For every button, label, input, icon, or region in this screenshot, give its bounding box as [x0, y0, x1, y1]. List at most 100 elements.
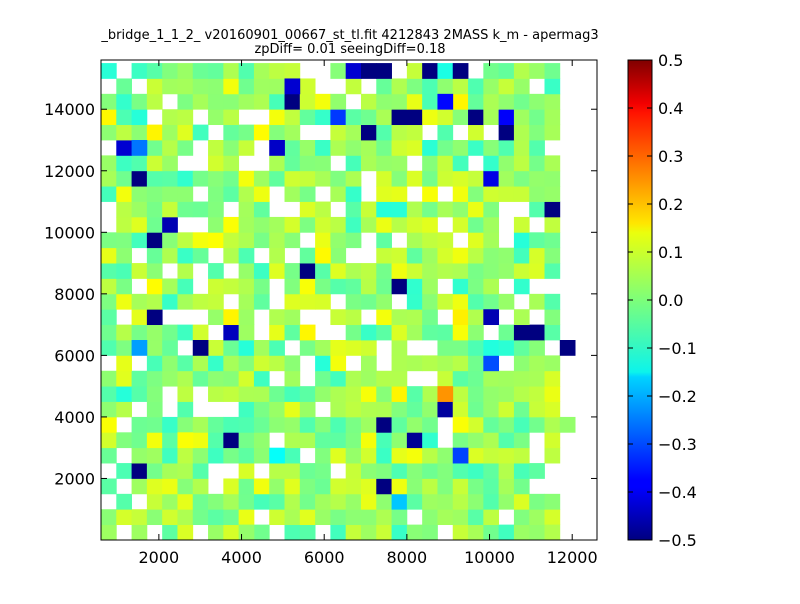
heatmap-cell	[146, 186, 163, 202]
heatmap-cell	[483, 216, 500, 233]
heatmap-cell	[192, 293, 209, 310]
heatmap-cell	[116, 78, 132, 95]
heatmap-cell	[452, 78, 469, 95]
heatmap-cell	[376, 232, 392, 249]
heatmap-cell	[101, 401, 117, 418]
heatmap-cell	[101, 232, 117, 249]
heatmap-cell	[238, 93, 255, 110]
heatmap-cell	[177, 293, 194, 310]
heatmap-cell	[437, 355, 454, 372]
heatmap-cell	[391, 324, 408, 341]
heatmap-cell	[483, 232, 500, 249]
heatmap-cell	[437, 293, 454, 310]
heatmap-cell	[498, 186, 515, 202]
heatmap-cell	[162, 170, 178, 187]
heatmap-cell	[345, 155, 362, 172]
heatmap-cell	[437, 401, 454, 418]
heatmap-cell	[360, 293, 377, 310]
heatmap-cell	[498, 324, 515, 341]
heatmap-cell	[468, 524, 484, 541]
heatmap-cell	[422, 463, 438, 479]
heatmap-cell	[146, 416, 163, 433]
heatmap-cell	[529, 509, 545, 526]
heatmap-cell	[360, 109, 377, 126]
heatmap-cell	[116, 493, 132, 510]
heatmap-cell	[299, 463, 316, 479]
heatmap-cell	[208, 386, 224, 402]
heatmap-cell	[208, 186, 224, 202]
heatmap-cell	[131, 386, 148, 402]
heatmap-cell	[177, 478, 194, 495]
heatmap-cell	[513, 509, 530, 526]
heatmap-cell	[223, 124, 240, 141]
heatmap-cell	[238, 432, 255, 449]
heatmap-cell	[315, 232, 331, 249]
heatmap-cell	[360, 340, 377, 356]
heatmap-cell	[406, 355, 423, 372]
heatmap-cell	[376, 432, 392, 449]
heatmap-cell	[376, 463, 392, 479]
heatmap-cell	[544, 401, 561, 418]
heatmap-cell	[468, 493, 484, 510]
heatmap-cell	[101, 263, 117, 279]
heatmap-cell	[483, 493, 500, 510]
heatmap-cell	[406, 416, 423, 433]
heatmap-cell	[131, 186, 148, 202]
heatmap-cell	[483, 509, 500, 526]
heatmap-cell	[162, 78, 178, 95]
heatmap-cell	[162, 524, 178, 541]
heatmap-cell	[452, 401, 469, 418]
heatmap-cell	[406, 109, 423, 126]
heatmap-cell	[223, 186, 240, 202]
heatmap-cell	[544, 509, 561, 526]
heatmap-cell	[269, 247, 285, 264]
heatmap-cell	[315, 340, 331, 356]
heatmap-cell	[162, 216, 178, 233]
heatmap-cell	[284, 140, 301, 156]
heatmap-cell	[299, 493, 316, 510]
heatmap-cell	[146, 263, 163, 279]
heatmap-cell	[116, 201, 132, 218]
heatmap-cell	[238, 509, 255, 526]
heatmap-cell	[131, 509, 148, 526]
heatmap-cell	[315, 155, 331, 172]
heatmap-cell	[223, 355, 240, 372]
heatmap-cell	[544, 124, 561, 141]
heatmap-cell	[468, 309, 484, 326]
heatmap-cell	[192, 432, 209, 449]
heatmap-cell	[330, 401, 347, 418]
heatmap-cell	[162, 232, 178, 249]
heatmap-cell	[299, 401, 316, 418]
heatmap-cell	[376, 309, 392, 326]
heatmap-cell	[238, 524, 255, 541]
heatmap-cell	[345, 340, 362, 356]
heatmap-cell	[544, 247, 561, 264]
heatmap-cell	[529, 401, 545, 418]
heatmap-cell	[406, 293, 423, 310]
heatmap-cell	[192, 324, 209, 341]
heatmap-cell	[192, 509, 209, 526]
heatmap-cell	[238, 355, 255, 372]
heatmap-cell	[269, 416, 285, 433]
heatmap-cell	[437, 170, 454, 187]
heatmap-cell	[238, 186, 255, 202]
heatmap-cell	[468, 170, 484, 187]
heatmap-cell	[315, 355, 331, 372]
colorbar-tick-label: 0.2	[658, 195, 683, 214]
heatmap-cell	[483, 293, 500, 310]
heatmap-cell	[437, 386, 454, 402]
heatmap-cell	[391, 93, 408, 110]
heatmap-cell	[529, 93, 545, 110]
heatmap-cell	[483, 355, 500, 372]
heatmap-cell	[345, 186, 362, 202]
heatmap-cell	[468, 232, 484, 249]
heatmap-cell	[513, 232, 530, 249]
heatmap-cell	[299, 247, 316, 264]
heatmap-cell	[330, 186, 347, 202]
heatmap-cell	[529, 109, 545, 126]
heatmap-cell	[131, 93, 148, 110]
colorbar-tick-label: 0.3	[658, 147, 683, 166]
heatmap-cell	[284, 524, 301, 541]
heatmap-cell	[253, 416, 270, 433]
heatmap-cell	[146, 370, 163, 387]
